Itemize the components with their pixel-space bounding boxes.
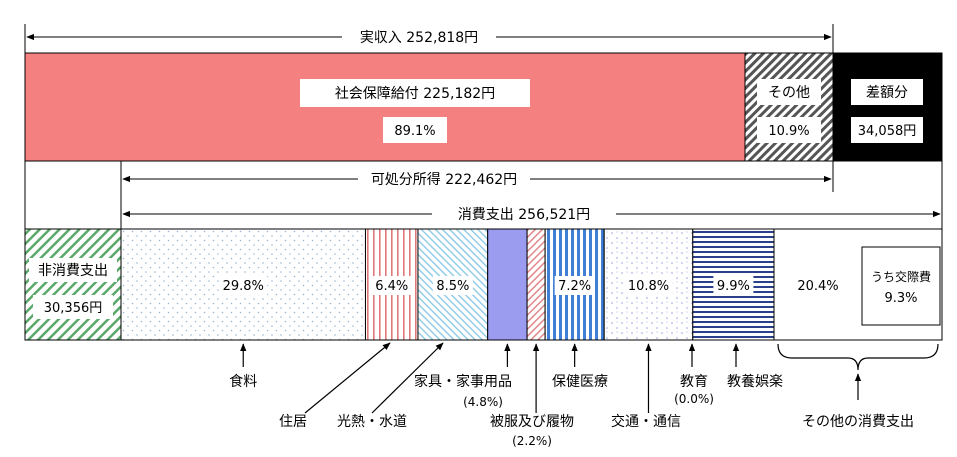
segment-pct-medical: 7.2% xyxy=(558,279,591,294)
sub-item-box xyxy=(861,246,941,326)
callout-education-pct: (0.0%) xyxy=(674,392,714,406)
non-consumption-value: 30,356円 xyxy=(44,301,103,316)
spending-bracket: 消費支出 256,521円 xyxy=(122,161,943,229)
other-income-pct-box xyxy=(757,117,821,143)
other-spending-brace xyxy=(777,343,939,371)
segment-pct-box-other-spending xyxy=(794,276,842,295)
segment-pct-box-utilities xyxy=(432,276,473,295)
social-security-pct: 89.1% xyxy=(394,124,435,139)
other-income-bar xyxy=(744,52,834,162)
segment-pct-utilities: 8.5% xyxy=(436,279,469,294)
callout-clothing: 被服及び履物 xyxy=(490,414,574,430)
non-consumption-bar xyxy=(24,228,122,341)
social-security-pct-box xyxy=(383,117,447,143)
sub-item-label: うち交際費 xyxy=(871,269,931,284)
social-security-label-box xyxy=(300,79,530,107)
segment-pct-box-housing xyxy=(371,276,412,295)
spending-band: 非消費支出 30,356円 29.8% 6.4% 8.5% 7.2% 10.8% 9.9%… xyxy=(24,228,943,341)
arrow-housing xyxy=(304,342,391,414)
segment-pct-box-culture xyxy=(713,276,754,295)
segment-pct-culture: 9.9% xyxy=(717,279,750,294)
segment-clothing xyxy=(526,228,546,341)
segment-furniture xyxy=(487,228,528,341)
segment-pct-housing: 6.4% xyxy=(375,279,408,294)
callout-clothing-pct: (2.2%) xyxy=(512,434,552,448)
callout-education: 教育 xyxy=(680,374,708,390)
deficit-value: 34,058円 xyxy=(858,124,917,139)
callout-medical: 保健医療 xyxy=(552,373,608,390)
deficit-label-box xyxy=(851,79,923,105)
income-band: 社会保障給付 225,182円 89.1% その他 10.9% 差額分 34,0… xyxy=(24,52,943,162)
callout-utilities: 光熱・水道 xyxy=(337,414,407,430)
segment-pct-box-medical xyxy=(554,276,595,295)
deficit-value-box xyxy=(851,117,923,143)
disposable-label: 可処分所得 222,462円 xyxy=(371,171,517,188)
callout-furniture: 家具・家事用品 xyxy=(414,373,512,390)
segment-pct-food: 29.8% xyxy=(223,279,264,294)
segment-pct-other-spending: 20.4% xyxy=(797,279,838,294)
arrow-utilities xyxy=(371,342,444,414)
segment-pct-box-transport xyxy=(624,276,673,295)
non-consumption-label-box xyxy=(29,258,117,282)
callout-other-spending: その他の消費支出 xyxy=(802,414,914,430)
callout-culture: 教養娯楽 xyxy=(727,373,783,390)
deficit-bar xyxy=(832,52,943,162)
other-income-label: その他 xyxy=(768,85,810,101)
callout-transport: 交通・通信 xyxy=(611,413,681,430)
sub-item-pct: 9.3% xyxy=(884,291,917,306)
segment-pct-transport: 10.8% xyxy=(628,279,669,294)
callout-housing: 住居 xyxy=(279,414,307,430)
segment-pct-box-food xyxy=(219,276,268,295)
other-income-label-box xyxy=(757,79,821,105)
callout-furniture-pct: (4.8%) xyxy=(463,395,503,409)
spending-label: 消費支出 256,521円 xyxy=(458,207,590,223)
non-consumption-value-box xyxy=(33,295,113,319)
disposable-bracket: 可処分所得 222,462円 xyxy=(24,161,834,229)
social-security-label: 社会保障給付 225,182円 xyxy=(335,86,495,102)
non-consumption-label: 非消費支出 xyxy=(38,263,108,279)
income-label: 実収入 252,818円 xyxy=(360,30,478,46)
spending-segment-labels: 29.8% 6.4% 8.5% 7.2% 10.8% 9.9% 20.4% xyxy=(219,276,842,295)
deficit-label: 差額分 xyxy=(866,85,908,101)
income-bracket: 実収入 252,818円 xyxy=(24,24,834,53)
other-income-pct: 10.9% xyxy=(768,124,809,139)
callout-food: 食料 xyxy=(229,373,257,390)
